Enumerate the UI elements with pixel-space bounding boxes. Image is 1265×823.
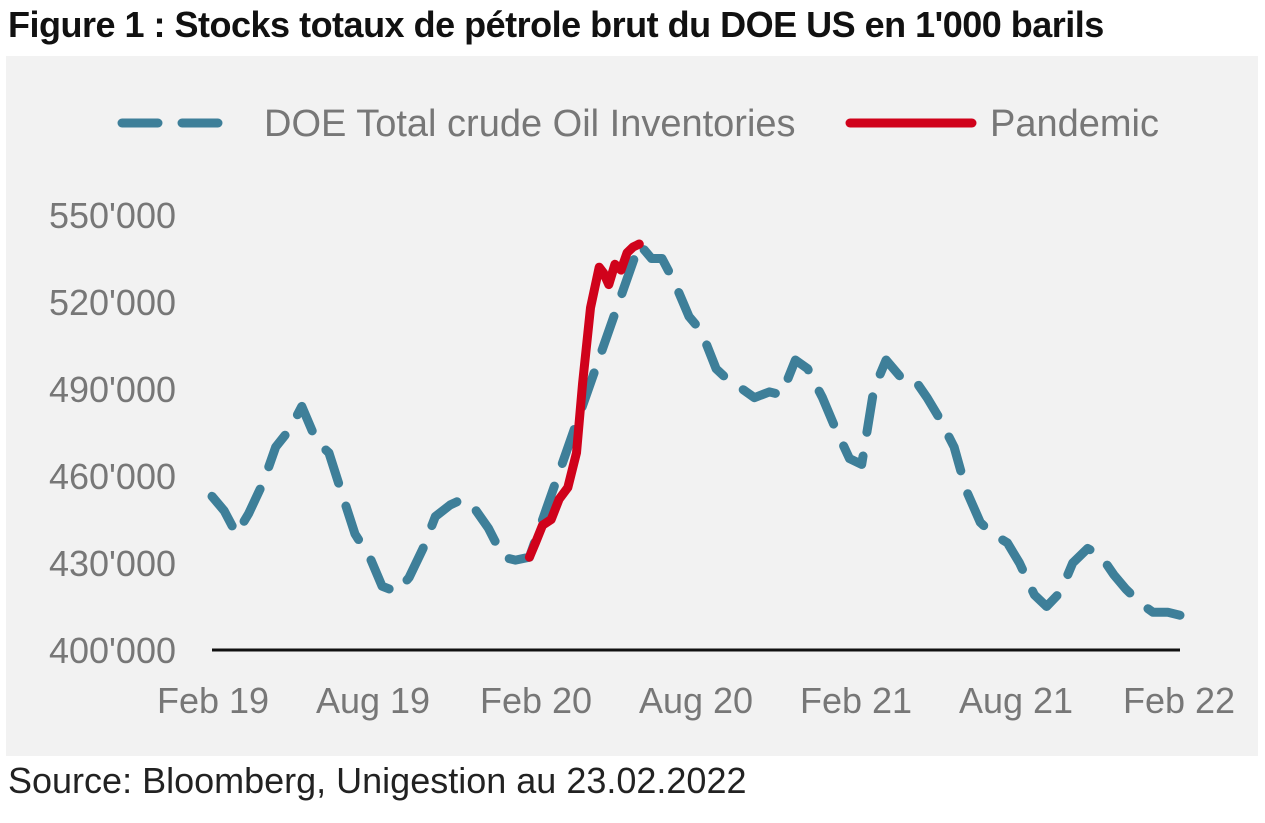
y-tick-label: 490'000 — [49, 369, 176, 410]
series-line-inventories — [207, 239, 1185, 620]
y-tick-label: 400'000 — [49, 630, 176, 671]
x-tick-label: Feb 19 — [157, 680, 269, 721]
x-tick-label: Aug 20 — [639, 680, 753, 721]
source-note: Source: Bloomberg, Unigestion au 23.02.2… — [8, 760, 747, 801]
y-axis-ticks: 400'000 430'000 460'000 490'000 520'000 550'0… — [49, 195, 176, 671]
legend-label-inventories: DOE Total crude Oil Inventories — [264, 103, 796, 145]
x-tick-label: Feb 21 — [800, 680, 912, 721]
x-axis-ticks: Feb 19 Aug 19 Feb 20 Aug 20 Feb 21 Aug 21 Feb … — [157, 680, 1235, 721]
chart-svg: DOE Total crude Oil Inventories Pandemic… — [49, 103, 1235, 721]
figure-title: Figure 1 : Stocks totaux de pétrole brut… — [8, 4, 1104, 45]
series-line-pandemic — [524, 239, 644, 562]
x-tick-label: Feb 20 — [480, 680, 592, 721]
y-tick-label: 550'000 — [49, 195, 176, 236]
series-layer — [207, 239, 1185, 620]
x-tick-label: Feb 22 — [1123, 680, 1235, 721]
y-tick-label: 460'000 — [49, 456, 176, 497]
y-tick-label: 430'000 — [49, 543, 176, 584]
chart-panel: DOE Total crude Oil Inventories Pandemic… — [6, 56, 1258, 756]
legend-label-pandemic: Pandemic — [990, 103, 1159, 145]
legend: DOE Total crude Oil Inventories Pandemic — [117, 103, 1159, 145]
x-tick-label: Aug 21 — [959, 680, 1073, 721]
y-tick-label: 520'000 — [49, 282, 176, 323]
x-tick-label: Aug 19 — [316, 680, 430, 721]
